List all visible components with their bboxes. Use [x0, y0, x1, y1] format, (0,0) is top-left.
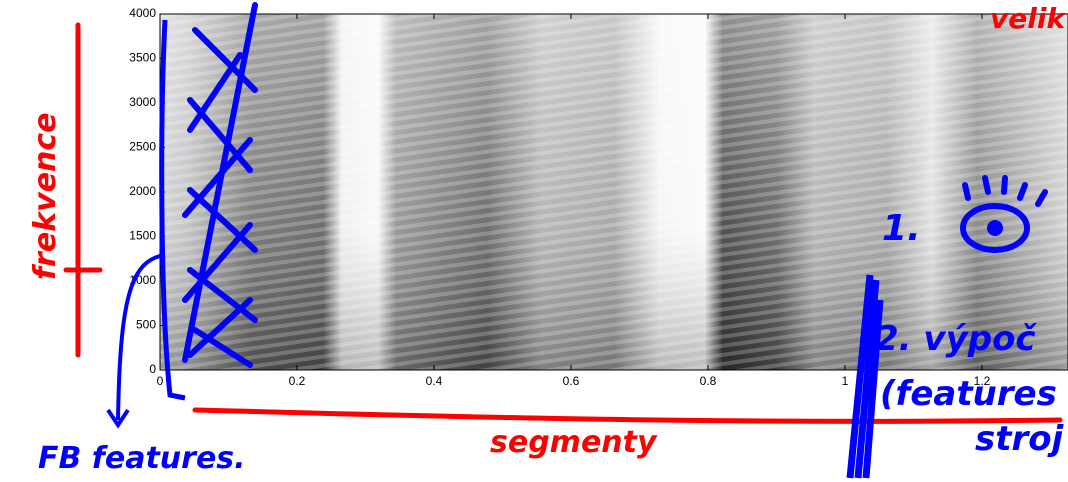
top-right-note: velik — [990, 2, 1067, 35]
spectrogram — [159, 13, 1068, 371]
x-tick-label: 0.2 — [289, 374, 306, 388]
segments-label: segmenty — [490, 425, 658, 460]
bottom-right-note: stroj — [975, 419, 1065, 459]
y-tick-label: 0 — [149, 362, 156, 376]
frequency-label: frekvence — [28, 112, 63, 280]
x-tick-label: 0 — [157, 374, 164, 388]
x-tick-label: 0.8 — [700, 374, 717, 388]
x-tick-label: 1.2 — [974, 374, 991, 388]
fb-features-label: FB features. — [38, 441, 246, 476]
x-tick-label: 0.4 — [426, 374, 443, 388]
annotations: frekvence segmenty velik FB features. 1.… — [28, 2, 1067, 479]
step-2: 2. výpoč — [875, 319, 1037, 359]
y-tick-label: 1500 — [129, 229, 156, 243]
y-tick-label: 2500 — [129, 140, 156, 154]
y-tick-label: 4000 — [129, 6, 156, 20]
step-1: 1. — [882, 208, 921, 249]
features-note: (features — [880, 374, 1057, 414]
x-tick-label: 0.6 — [563, 374, 580, 388]
y-tick-label: 3000 — [129, 95, 156, 109]
y-tick-label: 3500 — [129, 51, 156, 65]
x-tick-label: 1 — [842, 374, 849, 388]
y-tick-label: 2000 — [129, 184, 156, 198]
y-tick-label: 500 — [136, 318, 156, 332]
